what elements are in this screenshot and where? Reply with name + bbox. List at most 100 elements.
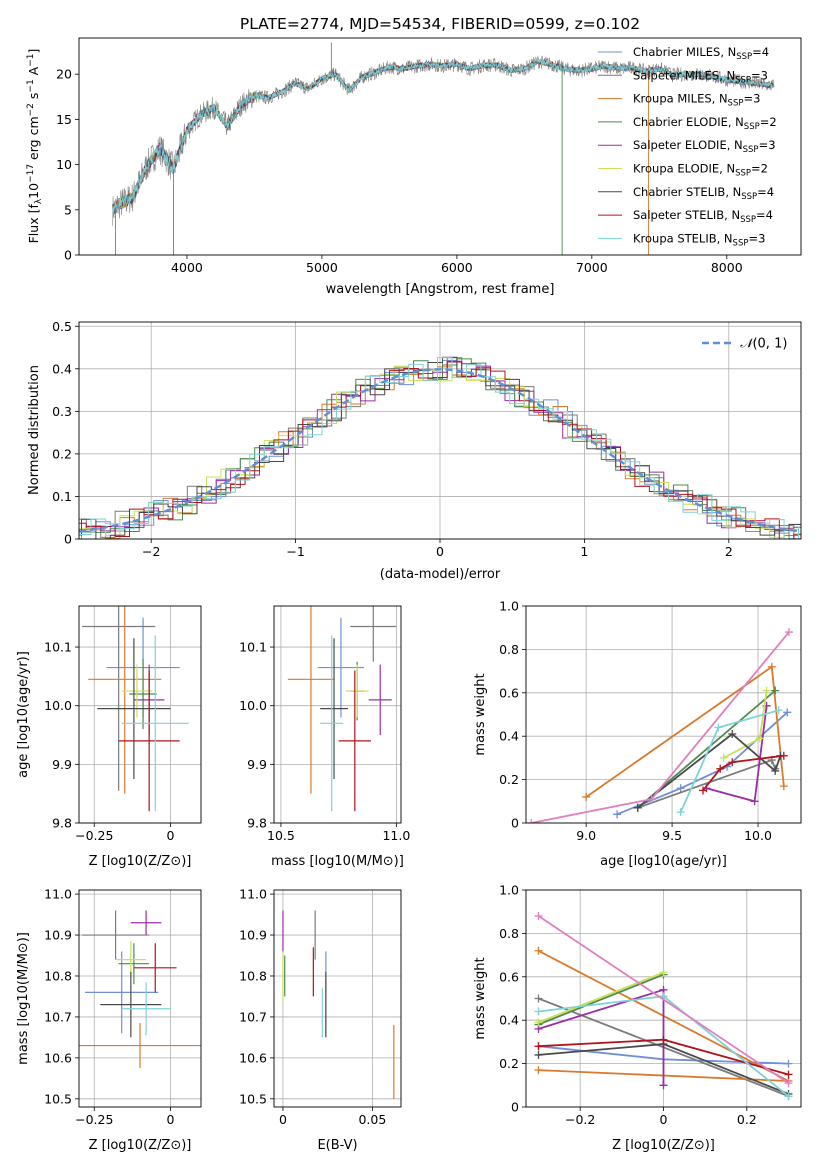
histogram-steps <box>79 357 801 539</box>
legend-label-tail: =3 <box>759 138 776 152</box>
plus-marker <box>784 628 793 637</box>
x-tick-label: 0.05 <box>358 1112 386 1127</box>
x-tick-label: −0.25 <box>75 828 113 843</box>
plus-marker <box>699 786 708 795</box>
legend-label-tail: =4 <box>757 185 774 199</box>
x-tick-label: 9.0 <box>576 828 596 843</box>
plus-marker <box>779 782 788 791</box>
x-tick-label: −0.25 <box>75 1112 113 1127</box>
plus-marker <box>779 751 788 760</box>
y-tick-label: 0.2 <box>499 1056 519 1071</box>
y-axis-label-part: Flux [f <box>26 204 41 244</box>
plus-marker <box>762 686 771 695</box>
plus-marker <box>534 1042 543 1051</box>
y-tick-label: 10.6 <box>44 1050 72 1065</box>
y-tick-label: 20 <box>56 67 72 82</box>
y-tick-label: 0 <box>511 816 519 831</box>
legend-label-sub: SSP <box>735 75 751 85</box>
legend-label: Kroupa MILES, NSSP=3 <box>633 92 760 109</box>
plus-marker <box>534 946 543 955</box>
legend-label-tail: =3 <box>748 231 765 245</box>
y-tick-label: 0.5 <box>52 319 72 334</box>
plot-area <box>112 42 775 255</box>
x-axis-label: age [log10(age/yr)] <box>600 854 727 869</box>
y-tick-label: 1.0 <box>499 883 519 898</box>
plus-marker <box>534 912 543 921</box>
plus-marker <box>676 784 685 793</box>
legend-label-sub: SSP <box>735 169 751 179</box>
legend-label-main: Chabrier MILES, N <box>633 45 736 59</box>
plus-marker <box>767 662 776 671</box>
legend-label-tail: =4 <box>756 208 773 222</box>
plus-marker <box>534 994 543 1003</box>
y-axis-label: Flux [fλ10−17 erg cm−2 s−1 A−1] <box>26 49 44 244</box>
x-tick-label: 4000 <box>171 260 203 275</box>
legend-label-sub: SSP <box>741 192 757 202</box>
plot-area <box>79 910 201 1069</box>
y-axis-label-part: s <box>26 93 41 104</box>
legend-label-tail: =3 <box>751 68 768 82</box>
axes-frame <box>78 37 802 256</box>
plus-marker <box>750 797 759 806</box>
x-tick-label: 0.2 <box>737 1112 757 1127</box>
y-tick-label: 10.6 <box>239 1050 267 1065</box>
x-tick-label: 5000 <box>306 260 338 275</box>
x-tick-label: 0 <box>167 828 175 843</box>
plot-area <box>82 606 189 812</box>
x-tick-label: 1 <box>580 544 588 559</box>
legend-label-tail: =4 <box>752 45 769 59</box>
x-axis-label: wavelength [Angstrom, rest frame] <box>326 282 555 297</box>
legend-label-main: Chabrier STELIB, N <box>633 185 741 199</box>
x-axis-label: (data-model)/error <box>380 567 501 582</box>
y-tick-label: 11.0 <box>239 887 267 902</box>
age-vs-mass-panel: 10.5 11.0 9.8 9.9 10.0 10.1 mass [log10(M/M⊙)] <box>239 605 410 869</box>
plus-marker <box>613 810 622 819</box>
x-tick-label: 9.5 <box>662 828 682 843</box>
x-axis-label: Z [log10(Z/Z⊙)] <box>612 1138 715 1153</box>
legend-label-sub: SSP <box>736 52 752 62</box>
plus-marker <box>774 706 783 715</box>
plus-marker <box>783 708 792 717</box>
x-tick-label: −0.2 <box>565 1112 595 1127</box>
age-vs-z-panel: −0.25 0 9.8 9.9 10.0 10.1 Z [log10(Z/Z⊙)] age [… <box>16 605 202 869</box>
y-tick-label: 15 <box>56 112 72 127</box>
y-axis-label: mass weight <box>473 957 488 1039</box>
legend-label: Chabrier STELIB, NSSP=4 <box>633 185 774 202</box>
histogram-steps <box>79 358 801 539</box>
histogram-steps <box>79 356 801 539</box>
weight-series <box>538 973 664 1026</box>
spectrum-line <box>112 58 775 215</box>
weight-series <box>538 971 664 1024</box>
x-axis-label: Z [log10(Z/Z⊙)] <box>89 1138 192 1153</box>
y-tick-label: 0.2 <box>52 446 72 461</box>
spectrum-panel: 4000 5000 6000 7000 8000 0 5 10 15 20 Chabrier MIL… <box>26 37 802 297</box>
y-axis-label-part: A <box>26 66 41 79</box>
legend-label-main: Kroupa STELIB, N <box>633 231 733 245</box>
plus-marker <box>728 758 737 767</box>
weight-series <box>585 665 785 798</box>
plot-area <box>287 606 397 812</box>
axes-frame <box>78 605 202 824</box>
y-tick-label: 10 <box>56 157 72 172</box>
x-tick-label: 0 <box>167 1112 175 1127</box>
y-axis-label: age [log10(age/yr)] <box>16 651 31 778</box>
axes-frame <box>525 889 802 1108</box>
x-axis-label: E(B-V) <box>317 1138 357 1153</box>
y-axis-label-part: 10 <box>26 183 41 199</box>
x-tick-label: 11.0 <box>382 828 410 843</box>
plus-marker <box>719 753 728 762</box>
legend-label: Salpeter ELODIE, NSSP=3 <box>633 138 776 155</box>
mass-vs-ebv-panel: 0 0.05 10.5 10.6 10.7 10.8 10.9 11.0 E(B-V) <box>239 887 402 1153</box>
plus-marker <box>771 766 780 775</box>
y-axis-label-part: −1 <box>26 79 36 92</box>
legend-label: Kroupa STELIB, NSSP=3 <box>633 231 765 248</box>
y-tick-label: 0 <box>64 248 72 263</box>
plus-marker <box>784 1079 793 1088</box>
y-tick-label: 0.8 <box>499 926 519 941</box>
y-tick-label: 0.6 <box>499 969 519 984</box>
mass-vs-z-panel: −0.25 0 10.5 10.6 10.7 10.8 10.9 11.0 Z [log10(Z… <box>16 887 202 1153</box>
plot-area <box>282 910 395 1099</box>
legend-label-tail: =3 <box>743 92 760 106</box>
legend-label-sub: SSP <box>733 238 749 248</box>
